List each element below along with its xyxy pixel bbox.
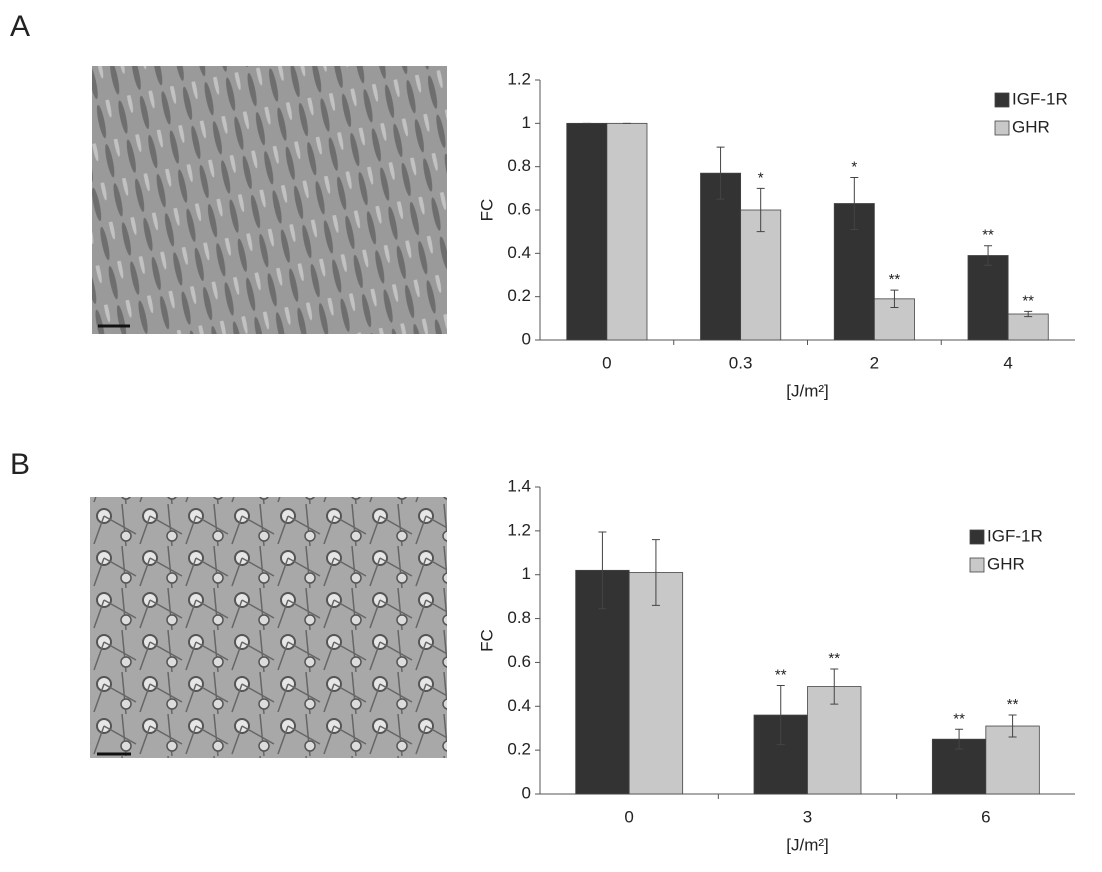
error-bar bbox=[1024, 310, 1033, 318]
x-tick-label: 3 bbox=[803, 807, 812, 826]
error-bar bbox=[651, 539, 660, 606]
x-tick-label: 0 bbox=[602, 353, 611, 372]
y-tick-label: 0.6 bbox=[507, 199, 531, 218]
y-tick-label: 1.2 bbox=[507, 520, 531, 539]
micrograph bbox=[92, 66, 447, 334]
y-tick-label: 0.8 bbox=[507, 156, 531, 175]
y-tick-label: 0.2 bbox=[507, 740, 531, 759]
significance-label: ** bbox=[953, 710, 965, 727]
bar bbox=[1007, 313, 1049, 341]
error-bar bbox=[716, 146, 725, 200]
significance-label: ** bbox=[1022, 292, 1034, 309]
bar bbox=[566, 122, 608, 341]
y-axis-label: FC bbox=[477, 199, 496, 222]
panel-label: B bbox=[10, 448, 30, 481]
bar bbox=[967, 255, 1009, 341]
significance-label: ** bbox=[1007, 696, 1019, 713]
y-tick-label: 0.6 bbox=[507, 652, 531, 671]
legend-swatch bbox=[969, 529, 985, 545]
error-bar bbox=[955, 728, 964, 750]
legend-label: GHR bbox=[987, 554, 1025, 573]
micrograph bbox=[90, 497, 447, 758]
x-tick-label: 0 bbox=[624, 807, 633, 826]
error-bar bbox=[890, 289, 899, 308]
y-tick-label: 0.4 bbox=[507, 696, 531, 715]
y-tick-label: 0.2 bbox=[507, 286, 531, 305]
legend-swatch bbox=[969, 557, 985, 573]
legend-label: GHR bbox=[1012, 117, 1050, 136]
significance-label: * bbox=[851, 158, 857, 175]
y-tick-label: 1 bbox=[522, 113, 531, 132]
x-tick-label: 6 bbox=[981, 807, 990, 826]
error-bar bbox=[756, 187, 765, 233]
x-axis-label: [J/m²] bbox=[786, 381, 829, 400]
legend-label: IGF-1R bbox=[987, 526, 1043, 545]
bar bbox=[628, 572, 684, 795]
error-bar bbox=[1008, 714, 1017, 738]
legend-swatch bbox=[994, 92, 1010, 108]
significance-label: ** bbox=[889, 271, 901, 288]
y-tick-label: 1.4 bbox=[507, 476, 531, 495]
error-bar bbox=[776, 684, 785, 746]
panel-label: A bbox=[10, 10, 30, 43]
bar bbox=[606, 122, 648, 341]
significance-label: ** bbox=[982, 227, 994, 244]
error-bar bbox=[850, 177, 859, 230]
legend-swatch bbox=[994, 120, 1010, 136]
y-tick-label: 1 bbox=[522, 564, 531, 583]
y-tick-label: 0 bbox=[522, 783, 531, 802]
y-axis-label: FC bbox=[477, 629, 496, 652]
significance-label: ** bbox=[775, 666, 787, 683]
bar bbox=[700, 172, 742, 341]
significance-label: ** bbox=[828, 650, 840, 667]
x-tick-label: 2 bbox=[870, 353, 879, 372]
error-bar bbox=[984, 245, 993, 266]
y-tick-label: 1.2 bbox=[507, 69, 531, 88]
significance-label: * bbox=[758, 169, 764, 186]
x-axis-label: [J/m²] bbox=[786, 835, 829, 854]
y-tick-label: 0.8 bbox=[507, 608, 531, 627]
y-tick-label: 0 bbox=[522, 329, 531, 348]
x-tick-label: 4 bbox=[1003, 353, 1012, 372]
error-bar bbox=[598, 531, 607, 610]
legend-label: IGF-1R bbox=[1012, 89, 1068, 108]
error-bar bbox=[830, 668, 839, 705]
y-tick-label: 0.4 bbox=[507, 243, 531, 262]
x-tick-label: 0.3 bbox=[729, 353, 753, 372]
